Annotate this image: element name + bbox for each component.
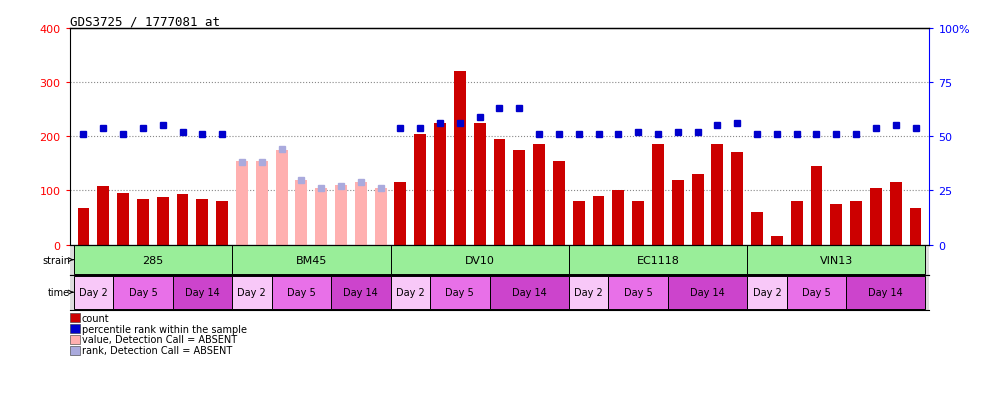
Bar [275, 150, 287, 245]
Text: Day 5: Day 5 [624, 287, 652, 297]
Bar [890, 183, 902, 245]
Text: Day 5: Day 5 [445, 287, 474, 297]
Bar [850, 202, 862, 245]
Bar [612, 191, 624, 245]
Bar [494, 140, 505, 245]
Text: GDS3725 / 1777081_at: GDS3725 / 1777081_at [70, 15, 220, 28]
Bar [177, 195, 189, 245]
Bar [454, 72, 466, 245]
Text: time: time [48, 287, 73, 297]
Text: strain: strain [42, 255, 73, 265]
Text: Day 2: Day 2 [238, 287, 266, 297]
Bar [74, 246, 232, 275]
Bar [692, 175, 704, 245]
Bar [117, 194, 129, 245]
Bar [232, 276, 271, 309]
Bar [747, 276, 786, 309]
Bar [375, 188, 387, 245]
Text: Day 2: Day 2 [79, 287, 107, 297]
Bar [810, 166, 822, 245]
Text: Day 14: Day 14 [344, 287, 378, 297]
Bar [830, 204, 842, 245]
Bar [608, 276, 668, 309]
Bar [315, 188, 327, 245]
Bar [786, 276, 846, 309]
Text: count: count [82, 313, 109, 323]
Bar [255, 161, 267, 245]
Text: Day 2: Day 2 [575, 287, 603, 297]
Bar [331, 276, 391, 309]
Bar [173, 276, 232, 309]
Bar [569, 276, 608, 309]
Text: BM45: BM45 [295, 255, 327, 265]
Text: percentile rank within the sample: percentile rank within the sample [82, 324, 247, 334]
Bar [652, 145, 664, 245]
Bar [632, 202, 644, 245]
Text: Day 2: Day 2 [752, 287, 781, 297]
Text: Day 5: Day 5 [287, 287, 316, 297]
Bar [236, 161, 248, 245]
Text: value, Detection Call = ABSENT: value, Detection Call = ABSENT [82, 335, 237, 344]
Bar [395, 183, 407, 245]
Bar [732, 153, 744, 245]
Bar [355, 183, 367, 245]
Bar [78, 208, 89, 245]
Text: Day 5: Day 5 [128, 287, 157, 297]
Bar [271, 276, 331, 309]
Bar [391, 276, 430, 309]
Text: Day 14: Day 14 [185, 287, 220, 297]
Bar [747, 246, 925, 275]
Text: rank, Detection Call = ABSENT: rank, Detection Call = ABSENT [82, 345, 232, 355]
Bar [672, 180, 684, 245]
Bar [414, 134, 426, 245]
Bar [232, 246, 391, 275]
Bar [335, 185, 347, 245]
Bar [553, 161, 565, 245]
Bar [74, 276, 113, 309]
Text: DV10: DV10 [465, 255, 495, 265]
Bar [197, 199, 209, 245]
Bar [137, 199, 149, 245]
Bar [533, 145, 545, 245]
Bar [870, 188, 882, 245]
Bar [295, 180, 307, 245]
Bar [97, 187, 109, 245]
Bar [513, 150, 525, 245]
Bar [430, 276, 490, 309]
Text: Day 14: Day 14 [869, 287, 904, 297]
Bar [434, 123, 446, 245]
Text: Day 14: Day 14 [512, 287, 547, 297]
Text: Day 14: Day 14 [690, 287, 725, 297]
Bar [490, 276, 569, 309]
Bar [569, 246, 747, 275]
Bar [846, 276, 925, 309]
Bar [668, 276, 747, 309]
Bar [573, 202, 584, 245]
Bar [592, 196, 604, 245]
Bar [474, 123, 486, 245]
Bar [790, 202, 802, 245]
Text: Day 2: Day 2 [396, 287, 424, 297]
Bar [910, 208, 921, 245]
Text: 285: 285 [142, 255, 163, 265]
Text: VIN13: VIN13 [820, 255, 853, 265]
Bar [157, 197, 169, 245]
Bar [771, 237, 783, 245]
Text: Day 5: Day 5 [802, 287, 831, 297]
Bar [113, 276, 173, 309]
Text: EC1118: EC1118 [636, 255, 680, 265]
Bar [712, 145, 724, 245]
Bar [391, 246, 569, 275]
Bar [751, 213, 763, 245]
Bar [216, 202, 228, 245]
